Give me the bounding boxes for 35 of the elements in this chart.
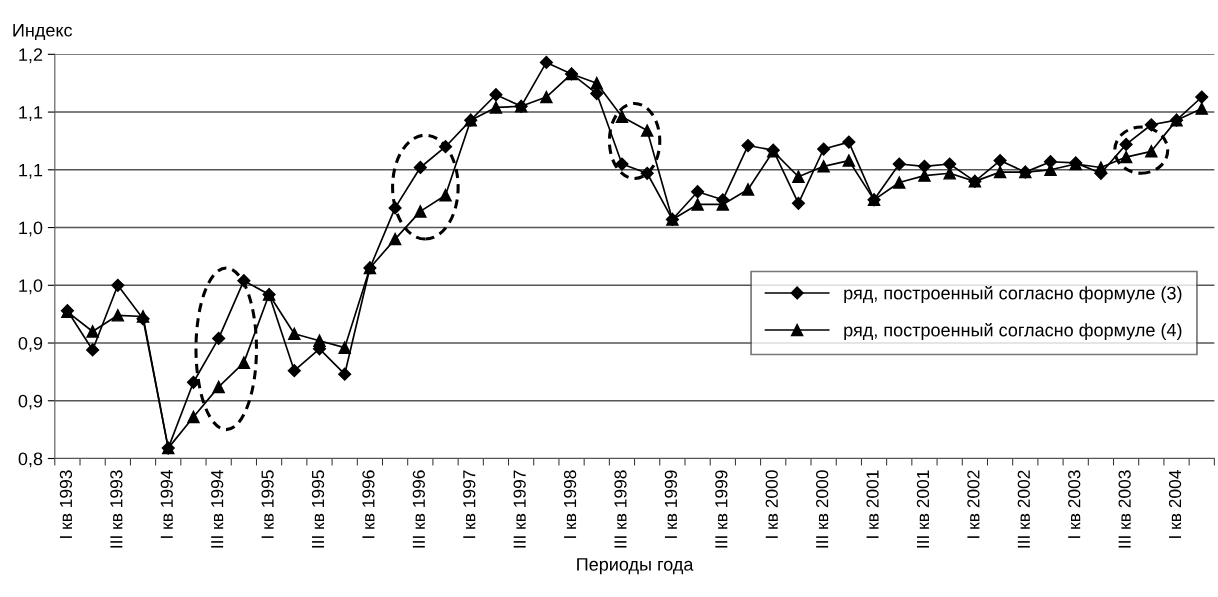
x-tick-label: I кв 1999 [664,470,678,538]
x-tick-label: I кв 1996 [362,470,375,538]
x-tick-label: III кв 1995 [311,470,325,548]
x-tick-label: I кв 1995 [261,470,274,538]
legend-label: ряд, построенный согласно формуле (3) [844,285,1182,304]
x-tick-label: III кв 1997 [513,470,526,548]
x-tick-label: I кв 2002 [967,470,980,538]
x-tick-label: III кв 2000 [816,470,829,548]
y-tick-label: 1,1 [19,106,43,121]
legend-label: ряд, построенный согласно формуле (4) [844,322,1182,341]
x-tick-label: III кв 1993 [110,470,123,548]
x-tick-label: I кв 1998 [563,470,577,538]
x-tick-label: I кв 1994 [160,470,173,538]
x-tick-label: I кв 1993 [59,470,73,538]
y-axis-title: Индекс [13,24,73,41]
x-tick-label: III кв 2001 [916,470,930,548]
x-tick-label: I кв 2003 [1068,470,1081,538]
y-tick-label: 0,8 [18,452,43,468]
x-tick-label: III кв 1999 [715,470,728,548]
y-tick-label: 1,0 [19,221,43,237]
x-tick-label: III кв 1996 [412,470,425,548]
x-axis-title: Периоды года [577,558,694,575]
y-tick-label: 0,9 [18,336,43,352]
x-tick-label: III кв 1998 [614,470,627,548]
x-tick-label: III кв 1994 [211,470,224,548]
y-tick-label: 1,2 [19,48,43,64]
x-tick-label: III кв 2002 [1017,470,1030,548]
x-tick-label: I кв 2001 [866,470,879,538]
x-tick-label: I кв 2004 [1168,470,1182,538]
x-tick-label: I кв 1997 [463,470,476,538]
x-tick-label: I кв 2000 [765,470,778,538]
x-tick-label: III кв 2003 [1118,470,1131,548]
y-tick-label: 0,9 [18,394,43,410]
y-tick-label: 1,1 [19,163,43,179]
y-tick-label: 1,0 [19,279,43,295]
